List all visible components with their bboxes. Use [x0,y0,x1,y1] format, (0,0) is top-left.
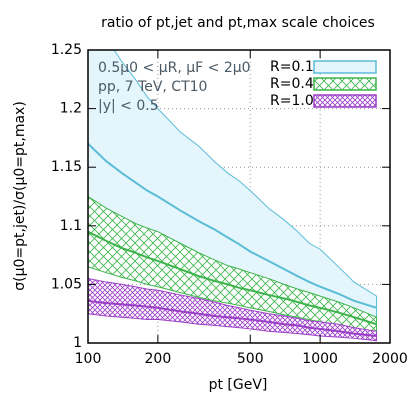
annotation: 0.5μ0 < μR, μF < 2μ0 [98,60,251,76]
central-line [88,230,377,326]
series-group [88,50,378,342]
y-tick-label: 1 [73,335,82,351]
x-tick-label: 2000 [372,351,408,367]
y-tick-label: 1.2 [60,101,82,117]
y-tick-label: 1.15 [51,159,82,175]
x-tick-label: 500 [237,351,264,367]
x-tick-label: 1000 [302,351,338,367]
annotation: |y| < 0.5 [98,98,159,114]
legend-swatch [313,60,377,74]
y-tick-label: 1.25 [51,42,82,58]
chart-title: ratio of pt,jet and pt,max scale choices [101,15,375,31]
band [88,278,378,342]
x-tick-label: 200 [145,351,172,367]
central-line [88,143,377,309]
legend-label: R=0.4 [270,76,314,92]
y-axis-label: σ(μ0=pt,jet)/σ(μ0=pt,max) [12,101,28,291]
central-line [88,299,377,337]
y-tick-label: 1.1 [60,218,82,234]
legend-label: R=0.1 [270,59,314,75]
x-axis-label: pt [GeV] [209,377,268,393]
annotation: pp, 7 TeV, CT10 [98,79,207,95]
legend-swatch [313,77,377,91]
x-tick-label: 100 [75,351,102,367]
y-tick-label: 1.05 [51,276,82,292]
legend-label: R=1.0 [270,93,314,109]
plot-frame [87,49,391,344]
legend-swatch [313,94,377,108]
